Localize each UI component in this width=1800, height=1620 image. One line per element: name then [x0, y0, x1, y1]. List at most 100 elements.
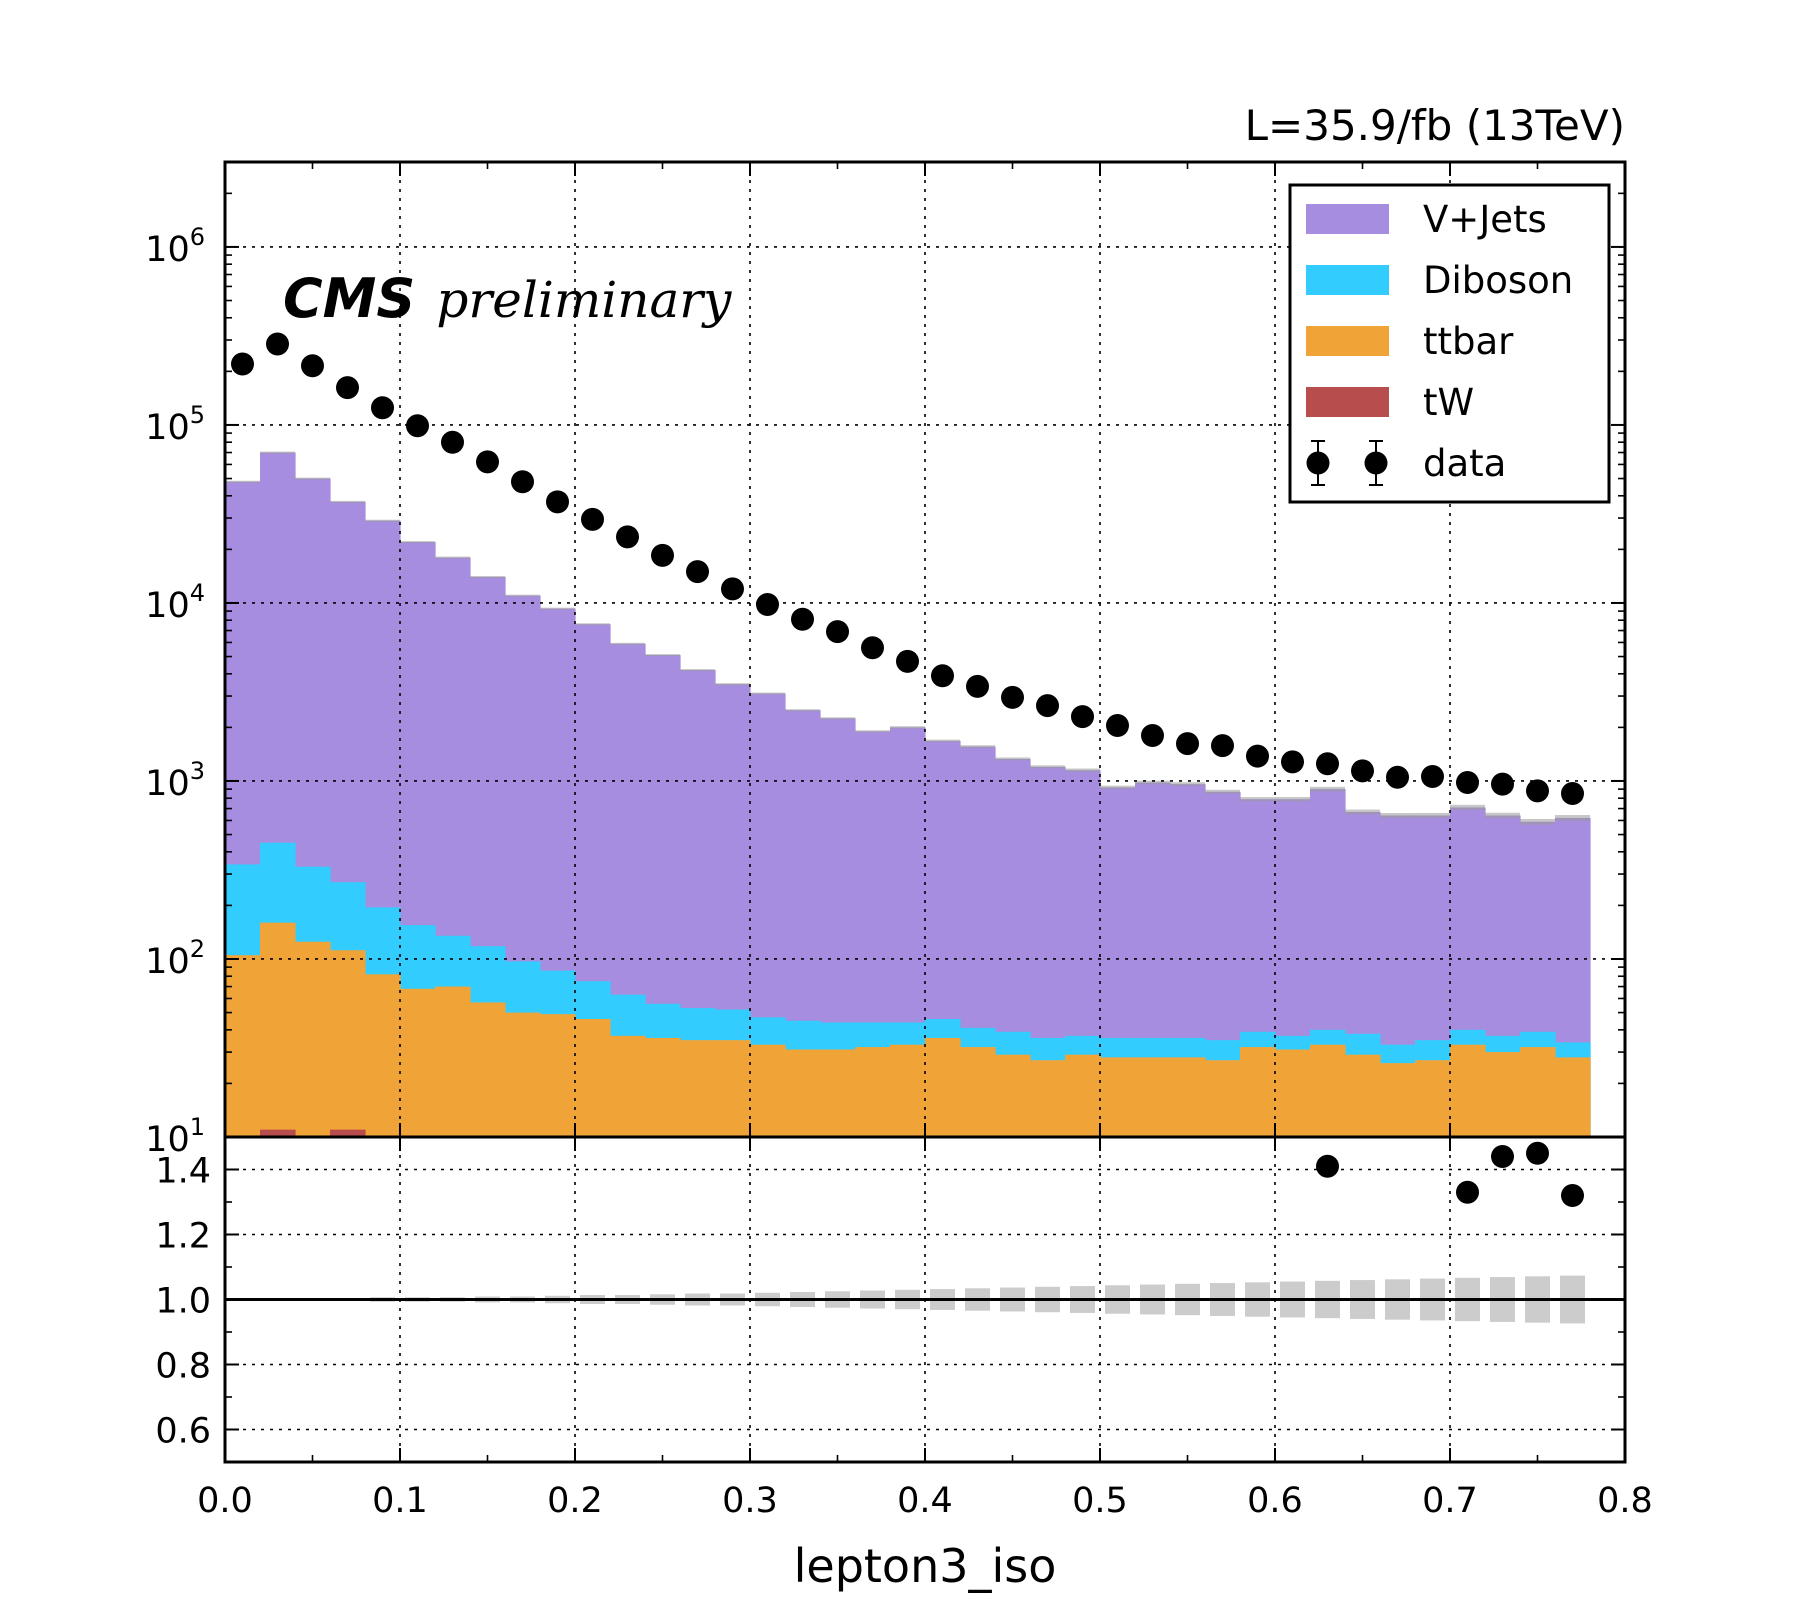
y-tick-label: 102 [145, 935, 205, 982]
legend-swatch [1306, 387, 1389, 417]
x-tick-label: 0.8 [1597, 1481, 1653, 1521]
legend-item-v-jets: V+Jets [1306, 198, 1547, 241]
uncertainty-band [1205, 789, 1240, 794]
uncertainty-band [1380, 813, 1415, 819]
data-point [1561, 782, 1584, 806]
uncertainty-band [820, 717, 855, 720]
data-point [1351, 759, 1374, 783]
data-point [1246, 744, 1269, 768]
data-point [1176, 732, 1199, 756]
uncertainty-band [1065, 768, 1100, 772]
y-tick-label: 106 [145, 223, 205, 270]
series-data [231, 332, 1584, 806]
bar [400, 988, 436, 1137]
uncertainty-band [890, 726, 925, 729]
x-tick-label: 0.0 [197, 1481, 253, 1521]
uncertainty-band [855, 730, 890, 733]
legend-item-tw: tW [1306, 381, 1474, 424]
uncertainty-band [1520, 818, 1555, 825]
ratio-marker [1526, 1141, 1549, 1165]
uncertainty-band [260, 451, 295, 454]
bar [1345, 1054, 1381, 1137]
bar [1380, 1063, 1416, 1137]
cms-text: CMS [283, 267, 415, 330]
bar [1205, 1060, 1241, 1137]
tick-exponent: 5 [190, 401, 205, 429]
data-point [966, 674, 989, 698]
tick-base: 10 [145, 586, 190, 626]
tick-exponent: 1 [190, 1113, 205, 1141]
tick-exponent: 3 [190, 757, 205, 785]
main-grid [225, 162, 1625, 1137]
uncertainty-band [1240, 797, 1275, 802]
preliminary-text: preliminary [436, 271, 732, 329]
data-point [931, 664, 954, 688]
y-tick-label: 103 [145, 757, 205, 804]
bar [820, 1049, 856, 1137]
bar [1485, 1052, 1521, 1137]
data-point [896, 649, 919, 673]
bar [995, 1054, 1031, 1137]
tick-base: 10 [145, 408, 190, 448]
series-tw [260, 1129, 366, 1137]
ratio-ticks: 0.6 0.8 1.0 1.2 1.4 0.0 0.1 0.2 0.3 0.4 0.5 0.6 0.7 0… [155, 162, 1653, 1521]
y-tick-label: 104 [145, 579, 205, 626]
bar [540, 1014, 576, 1137]
data-point [1106, 713, 1129, 737]
data-point [861, 636, 884, 660]
uncertainty-band [1100, 785, 1135, 790]
uncertainty-band [680, 669, 715, 672]
ratio-y-tick-label: 1.4 [155, 1152, 211, 1192]
uncertainty-band [225, 480, 260, 483]
bar [1520, 1047, 1556, 1137]
uncertainty-band [715, 683, 750, 686]
legend-swatch [1306, 265, 1389, 295]
uncertainty-band [400, 541, 435, 544]
data-point [476, 450, 499, 474]
data-point [1001, 685, 1024, 709]
tick-base: 10 [145, 1120, 190, 1160]
uncertainty-band [750, 692, 785, 695]
bar [1555, 1057, 1591, 1137]
data-point [301, 354, 324, 378]
data-point [1526, 779, 1549, 803]
bar [330, 950, 366, 1137]
bar [750, 1044, 786, 1137]
data-point [651, 543, 674, 567]
y-tick-label: 105 [145, 401, 205, 448]
legend-item-ttbar: ttbar [1306, 320, 1514, 363]
x-tick-label: 0.7 [1422, 1481, 1478, 1521]
bar [1275, 1049, 1311, 1137]
legend-marker [1306, 451, 1330, 475]
uncertainty-band [1170, 782, 1205, 787]
bar [1100, 1057, 1136, 1137]
data-point [1141, 724, 1164, 748]
bar [470, 1002, 506, 1137]
bar [925, 1037, 961, 1137]
bar [330, 1129, 366, 1137]
uncertainty-band [295, 477, 330, 480]
legend-swatch [1306, 204, 1389, 234]
uncertainty-band [575, 623, 610, 626]
ratio-marker [1316, 1154, 1339, 1178]
data-point [1036, 694, 1059, 718]
ratio-y-tick-label: 1.2 [155, 1217, 211, 1257]
y-tick-label: 101 [145, 1113, 205, 1160]
bar [260, 922, 296, 1137]
luminosity-label: L=35.9/fb (13TeV) [1245, 101, 1625, 150]
uncertainty-band [1310, 786, 1345, 792]
tick-base: 10 [145, 230, 190, 270]
data-point [686, 560, 709, 584]
legend-label: ttbar [1423, 320, 1514, 363]
uncertainty-band [785, 709, 820, 712]
ratio-point [1316, 1154, 1339, 1178]
x-tick-label: 0.2 [547, 1481, 603, 1521]
ratio-marker [1491, 1145, 1514, 1168]
bar [1240, 1047, 1276, 1137]
data-point [581, 507, 604, 531]
data-point [406, 414, 429, 438]
uncertainty-band [1275, 797, 1310, 802]
